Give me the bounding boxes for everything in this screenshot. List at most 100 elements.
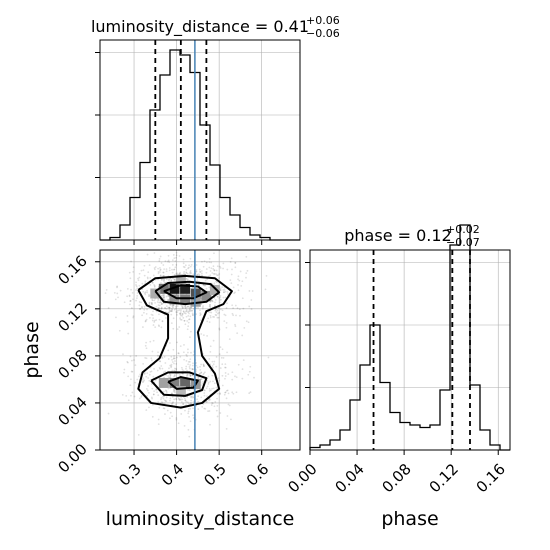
scatter-point bbox=[168, 307, 171, 309]
density-cell bbox=[158, 377, 169, 388]
scatter-point bbox=[188, 365, 191, 368]
scatter-point bbox=[176, 356, 178, 359]
scatter-point bbox=[177, 422, 180, 425]
scatter-point bbox=[186, 374, 189, 377]
scatter-point bbox=[159, 268, 162, 271]
scatter-point bbox=[135, 355, 138, 357]
scatter-point bbox=[216, 405, 219, 407]
scatter-point bbox=[144, 282, 147, 285]
scatter-point bbox=[234, 323, 236, 326]
scatter-point bbox=[209, 314, 212, 317]
scatter-point bbox=[197, 408, 200, 411]
scatter-point bbox=[192, 353, 195, 356]
scatter-point bbox=[161, 320, 164, 322]
scatter-point bbox=[208, 311, 211, 313]
scatter-point bbox=[178, 309, 181, 312]
scatter-point bbox=[179, 317, 181, 320]
scatter-point bbox=[143, 264, 146, 267]
scatter-point bbox=[222, 296, 225, 299]
scatter-point bbox=[163, 275, 165, 277]
scatter-point bbox=[167, 294, 169, 297]
scatter-point bbox=[146, 253, 149, 256]
scatter-point bbox=[248, 392, 251, 395]
scatter-point bbox=[219, 393, 221, 395]
scatter-point bbox=[151, 303, 153, 306]
scatter-point bbox=[184, 312, 187, 315]
scatter-point bbox=[141, 314, 143, 317]
scatter-point bbox=[215, 280, 217, 283]
scatter-point bbox=[187, 348, 189, 351]
scatter-point bbox=[186, 355, 188, 357]
scatter-point bbox=[134, 381, 137, 384]
scatter-point bbox=[175, 311, 178, 313]
scatter-point bbox=[232, 307, 235, 310]
scatter-point bbox=[189, 358, 192, 361]
scatter-point bbox=[147, 295, 150, 298]
scatter-point bbox=[195, 283, 198, 286]
scatter-point bbox=[215, 273, 217, 275]
scatter-point bbox=[219, 301, 221, 304]
scatter-point bbox=[192, 273, 195, 276]
scatter-point bbox=[176, 341, 178, 344]
scatter-point bbox=[167, 306, 170, 309]
scatter-point bbox=[165, 391, 168, 394]
scatter-point bbox=[146, 289, 148, 292]
scatter-point bbox=[225, 389, 228, 392]
scatter-point bbox=[145, 387, 148, 390]
scatter-point bbox=[149, 277, 152, 279]
scatter-point bbox=[187, 412, 190, 415]
scatter-point bbox=[137, 375, 140, 378]
scatter-point bbox=[196, 366, 199, 369]
scatter-point bbox=[231, 268, 233, 271]
scatter-point bbox=[182, 258, 185, 261]
scatter-point bbox=[250, 308, 253, 310]
scatter-point bbox=[206, 395, 208, 397]
scatter-point bbox=[231, 378, 234, 381]
scatter-point bbox=[182, 262, 185, 265]
scatter-point bbox=[196, 274, 199, 277]
scatter-point bbox=[173, 308, 176, 311]
scatter-point bbox=[179, 311, 182, 313]
scatter-point bbox=[180, 413, 183, 415]
scatter-point bbox=[142, 326, 144, 328]
scatter-point bbox=[186, 395, 189, 398]
scatter-point bbox=[161, 303, 163, 305]
scatter-point bbox=[205, 271, 208, 274]
scatter-point bbox=[191, 374, 194, 377]
scatter-point bbox=[165, 390, 168, 392]
scatter-point bbox=[159, 255, 162, 258]
scatter-point bbox=[160, 307, 163, 310]
scatter-point bbox=[200, 396, 203, 399]
scatter-point bbox=[171, 268, 173, 271]
scatter-point bbox=[172, 348, 175, 351]
scatter-point bbox=[187, 305, 190, 308]
scatter-point bbox=[160, 306, 163, 309]
luminosity-distance-axes-frame bbox=[99, 39, 301, 241]
scatter-point bbox=[170, 279, 173, 281]
scatter-point bbox=[152, 393, 155, 396]
scatter-point bbox=[175, 398, 178, 401]
scatter-point bbox=[183, 272, 185, 275]
scatter-point bbox=[144, 293, 147, 296]
scatter-point bbox=[135, 285, 138, 288]
scatter-point bbox=[149, 370, 152, 373]
scatter-point bbox=[183, 358, 185, 361]
scatter-point bbox=[171, 310, 173, 313]
density-cell bbox=[169, 283, 180, 294]
scatter-point bbox=[173, 357, 175, 359]
scatter-point bbox=[132, 298, 134, 301]
scatter-point bbox=[173, 369, 175, 372]
scatter-point bbox=[225, 326, 228, 329]
scatter-point bbox=[158, 360, 161, 363]
scatter-point bbox=[190, 272, 193, 275]
scatter-point bbox=[232, 314, 235, 317]
scatter-point bbox=[169, 364, 172, 367]
scatter-point bbox=[198, 268, 201, 271]
scatter-point bbox=[207, 383, 210, 385]
scatter-point bbox=[210, 261, 213, 264]
scatter-point bbox=[189, 375, 192, 377]
scatter-point bbox=[213, 360, 216, 363]
scatter-point bbox=[150, 313, 153, 316]
scatter-point bbox=[160, 365, 163, 367]
scatter-point bbox=[223, 286, 226, 289]
